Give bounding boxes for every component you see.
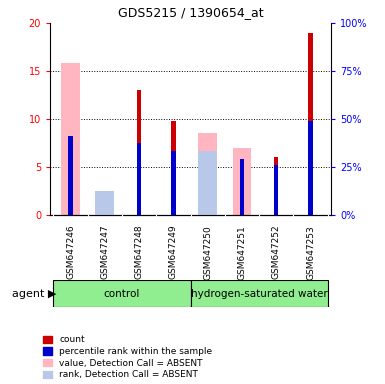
Bar <box>274 157 278 215</box>
Bar <box>137 90 141 215</box>
Legend: count, percentile rank within the sample, value, Detection Call = ABSENT, rank, : count, percentile rank within the sample… <box>43 335 213 379</box>
Bar <box>171 121 176 215</box>
FancyBboxPatch shape <box>54 280 191 307</box>
Bar <box>308 33 313 215</box>
Text: GSM647251: GSM647251 <box>238 225 246 280</box>
Bar <box>308 121 313 215</box>
Bar <box>95 204 114 215</box>
Bar <box>233 148 251 215</box>
Text: GSM647252: GSM647252 <box>272 225 281 280</box>
Title: GDS5215 / 1390654_at: GDS5215 / 1390654_at <box>118 6 263 19</box>
Bar <box>61 63 80 215</box>
Text: GSM647247: GSM647247 <box>100 225 109 280</box>
Text: GSM647250: GSM647250 <box>203 225 212 280</box>
FancyBboxPatch shape <box>191 280 328 307</box>
Text: GSM647246: GSM647246 <box>66 225 75 280</box>
Text: agent ▶: agent ▶ <box>12 289 56 299</box>
Bar <box>274 165 278 215</box>
Bar <box>95 191 114 215</box>
Text: GSM647248: GSM647248 <box>135 225 144 280</box>
Text: control: control <box>104 289 140 299</box>
Bar <box>137 143 141 215</box>
Bar <box>198 134 217 215</box>
Bar <box>198 151 217 215</box>
Text: GSM647253: GSM647253 <box>306 225 315 280</box>
Bar <box>240 159 244 215</box>
Bar <box>69 136 73 215</box>
Bar <box>171 151 176 215</box>
Text: GSM647249: GSM647249 <box>169 225 178 280</box>
Text: hydrogen-saturated water: hydrogen-saturated water <box>191 289 328 299</box>
